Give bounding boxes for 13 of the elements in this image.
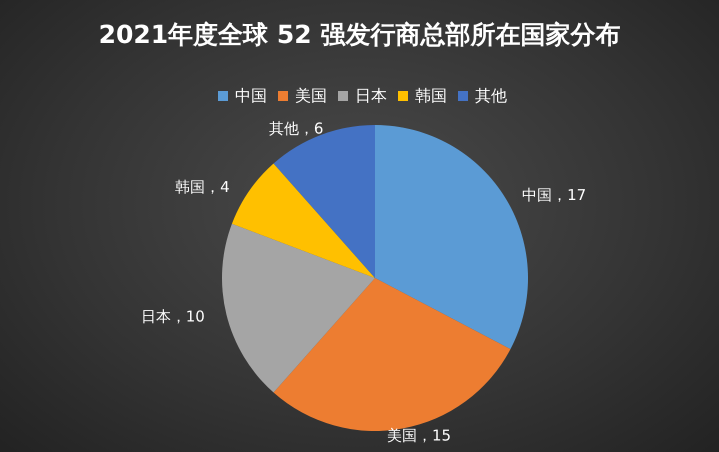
chart-title: 2021年度全球 52 强发行商总部所在国家分布	[98, 20, 620, 49]
pie-slice	[232, 163, 375, 278]
pie-slice	[222, 224, 375, 393]
legend-label: 美国	[295, 86, 327, 105]
legend-label: 日本	[355, 86, 387, 105]
data-label: 其他，6	[268, 119, 324, 138]
data-label: 中国，17	[522, 186, 586, 204]
legend-label: 中国	[235, 86, 267, 105]
data-label: 韩国，4	[175, 178, 230, 196]
data-label: 美国，15	[387, 426, 452, 444]
data-label: 日本，10	[140, 307, 205, 326]
legend-label: 其他	[475, 86, 507, 105]
legend-label: 韩国	[415, 86, 447, 105]
